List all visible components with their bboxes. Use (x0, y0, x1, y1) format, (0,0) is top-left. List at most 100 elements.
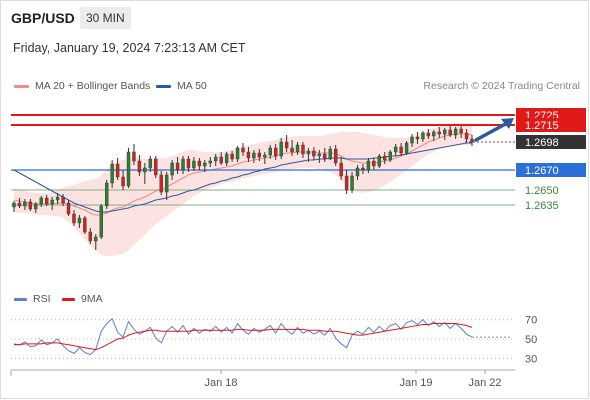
candle (34, 202, 38, 213)
candle-body (28, 201, 33, 210)
candle (301, 142, 305, 158)
candle-body (328, 148, 332, 160)
candle-body (230, 153, 234, 160)
candle (443, 128, 447, 140)
candle-body (372, 160, 376, 167)
candle (66, 200, 71, 216)
legend-rsi-swatch (14, 297, 27, 301)
candle-body (208, 160, 212, 164)
candle-body (99, 205, 103, 238)
candle (208, 157, 212, 167)
candle-body (246, 151, 251, 159)
candle (448, 126, 452, 137)
candle (366, 158, 371, 173)
candle-body (290, 147, 294, 153)
candle (377, 154, 382, 168)
candle (55, 193, 60, 204)
candle (344, 170, 349, 194)
candle-body (355, 167, 360, 177)
candle (121, 170, 125, 190)
candle-body (333, 148, 338, 164)
candle (72, 210, 76, 226)
candle-body (45, 197, 49, 205)
level-1-2650-label: 1.2650 (525, 185, 559, 197)
candle-body (94, 236, 98, 242)
candle-body (143, 167, 147, 173)
timeframe-button[interactable]: 30 MIN (80, 7, 131, 29)
candle (464, 129, 469, 142)
candle-body (388, 151, 392, 161)
ma20-line (13, 133, 473, 216)
candle-body (252, 152, 256, 159)
candle (290, 140, 294, 156)
candle (284, 135, 289, 152)
candle-body (148, 158, 153, 169)
candle (235, 146, 240, 162)
legend-ma50-label: MA 50 (177, 80, 207, 92)
candle (219, 152, 223, 165)
candle-body (459, 128, 463, 134)
level-1-2670-label: 1.2670 (525, 165, 559, 177)
candle (306, 148, 311, 162)
legend-bollinger-swatch (14, 84, 29, 88)
candle-body (159, 174, 163, 193)
candle (246, 147, 251, 162)
candle (432, 130, 436, 141)
candle (470, 135, 474, 146)
candle (12, 201, 16, 212)
candle-body (279, 141, 283, 157)
candle (203, 160, 207, 172)
candle (388, 150, 392, 162)
legend-9ma-label: 9MA (81, 293, 103, 305)
candle-body (312, 150, 316, 157)
candle (404, 141, 409, 155)
candle-body (421, 132, 425, 140)
candle-body (61, 196, 65, 204)
candle-body (453, 128, 458, 136)
candle (339, 157, 343, 180)
candle (453, 127, 458, 139)
candle-body (443, 129, 447, 135)
candle-body (186, 158, 191, 169)
candle-body (181, 158, 185, 171)
candle (268, 145, 272, 159)
candle (104, 180, 109, 209)
legend-rsi-label: RSI (33, 293, 51, 305)
rsi-tick-70: 70 (525, 315, 537, 327)
candle (383, 152, 387, 164)
symbol-title: GBP/USD (11, 10, 75, 26)
level-1-2698-label: 1.2698 (525, 137, 559, 149)
candle (410, 134, 414, 147)
candle (295, 142, 300, 155)
legend-ma50: MA 50 (156, 80, 207, 92)
legend-bollinger: MA 20 + Bollinger Bands (14, 80, 150, 92)
candle (372, 158, 376, 170)
candle (186, 156, 191, 172)
candle-body (170, 162, 174, 176)
level-1-2715-tag: 1.2715 (516, 118, 586, 132)
candle-body (268, 147, 272, 156)
rsi-9ma-line (14, 323, 473, 351)
candle-body (437, 131, 441, 135)
candle-body (214, 156, 218, 162)
candle-body (154, 158, 158, 176)
candle (224, 152, 229, 166)
candle (50, 197, 54, 210)
level-1-2670-tag-bg (516, 163, 586, 177)
candle-body (295, 144, 300, 153)
candle-body (23, 201, 27, 207)
candle-body (377, 155, 382, 167)
candle (17, 198, 22, 208)
bollinger-band-area (14, 123, 472, 256)
candle-body (306, 150, 311, 155)
candle (333, 145, 338, 166)
candle-body (224, 153, 229, 164)
candle (421, 131, 425, 142)
candle (45, 195, 49, 206)
candle (192, 157, 196, 171)
candle (28, 199, 33, 211)
rsi-line (13, 317, 473, 356)
candle-body (34, 203, 38, 210)
candle-body (126, 151, 131, 187)
